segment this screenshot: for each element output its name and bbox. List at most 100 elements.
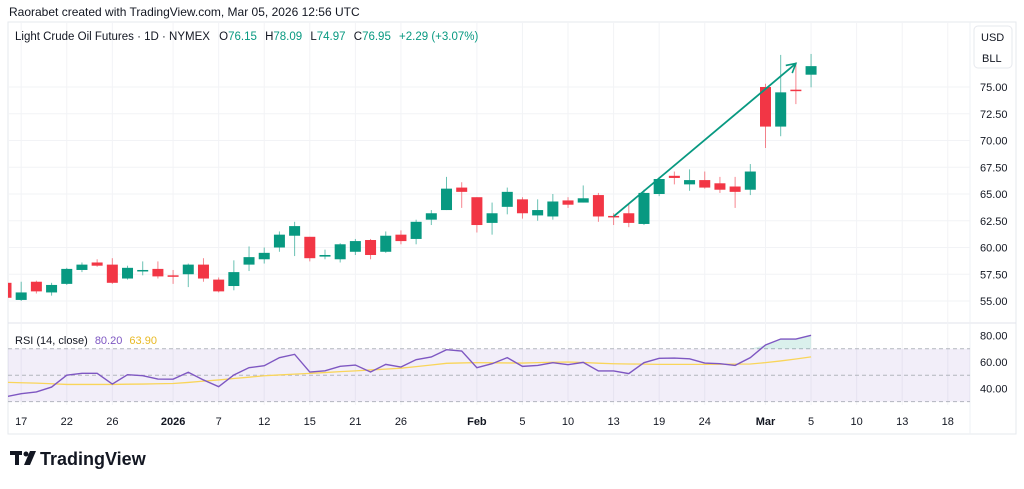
candle-body <box>213 279 225 292</box>
candle <box>30 280 42 294</box>
candle <box>547 194 559 220</box>
time-tick-label: 13 <box>607 416 619 428</box>
candle <box>653 176 665 197</box>
candle-body <box>197 264 209 279</box>
price-tick-label: 70.00 <box>980 136 1008 148</box>
time-tick-label: 24 <box>699 416 711 428</box>
candle-body <box>46 284 58 293</box>
candle-body <box>653 179 665 194</box>
time-tick-label: 2026 <box>161 416 185 428</box>
candle-body <box>501 191 513 207</box>
candle-body <box>486 213 498 223</box>
logo-text: TradingView <box>40 449 147 469</box>
time-tick-label: 15 <box>304 416 316 428</box>
candle-body <box>182 264 194 275</box>
candle-body <box>471 197 483 226</box>
candle-body <box>167 275 179 277</box>
candle-body <box>699 180 711 188</box>
rsi-pane <box>8 334 970 403</box>
candle-body <box>243 257 255 265</box>
candle <box>91 259 103 267</box>
candle-body <box>273 234 285 248</box>
candle-body <box>638 192 650 224</box>
time-axis[interactable]: 17 22 26 2026 7 12 15 21 26 Feb 5 10 13 19 24 Mar 5 10 13 1… <box>15 416 954 428</box>
candle-body <box>395 234 407 242</box>
candle-body <box>532 210 544 216</box>
time-tick-label: 18 <box>942 416 954 428</box>
rsi-label: RSI (14, close) <box>15 335 88 347</box>
candles <box>8 53 817 301</box>
candle-body <box>790 89 802 92</box>
candle-body <box>684 180 696 185</box>
candle <box>258 247 270 264</box>
candle-body <box>304 236 316 259</box>
time-tick-label: 13 <box>896 416 908 428</box>
candle <box>213 277 225 293</box>
candle-body <box>729 186 741 192</box>
candle-body <box>410 221 422 239</box>
price-tick-label: 75.00 <box>980 82 1008 94</box>
candle-body <box>106 264 118 283</box>
candle-body <box>608 215 620 218</box>
currency-box[interactable]: USD BLL <box>973 25 1013 69</box>
candle <box>380 231 392 253</box>
tradingview-logo-icon <box>10 451 36 465</box>
time-tick-label: 10 <box>562 416 574 428</box>
candle <box>304 236 316 262</box>
candle <box>152 261 164 279</box>
candle <box>122 265 134 280</box>
rsi-ma-line <box>8 356 812 386</box>
candle <box>228 260 240 291</box>
candle <box>441 176 453 211</box>
candle <box>243 246 255 272</box>
rsi-ma-value: 63.90 <box>129 335 157 347</box>
price-axis[interactable]: 75.00 72.50 70.00 67.50 65.00 62.50 60.00 57.50… <box>980 82 1008 308</box>
rsi-value: 80.20 <box>95 335 123 347</box>
low-value: 74.97 <box>317 31 346 43</box>
rsi-legend[interactable]: RSI (14, close) 80.20 63.90 <box>15 335 157 347</box>
candle-body <box>91 262 103 266</box>
candle <box>775 54 787 137</box>
candle <box>289 221 301 257</box>
candle <box>273 231 285 252</box>
candle-body <box>137 269 149 272</box>
candle <box>760 83 771 148</box>
candle-body <box>760 87 771 127</box>
symbol-name: Light Crude Oil Futures · 1D · NYMEX <box>15 31 210 43</box>
candle <box>425 210 437 226</box>
candle <box>46 282 58 296</box>
candle-body <box>349 241 361 252</box>
candle-body <box>441 188 453 211</box>
price-tick-label: 72.50 <box>980 109 1008 121</box>
candle <box>501 187 513 215</box>
candle <box>137 261 149 276</box>
candle-body <box>61 268 73 284</box>
time-tick-label: 22 <box>61 416 73 428</box>
candle <box>15 281 27 301</box>
rsi-band-fill <box>8 348 970 402</box>
symbol-legend[interactable]: Light Crude Oil Futures · 1D · NYMEX O76… <box>15 31 478 43</box>
candle <box>334 243 346 263</box>
candle <box>471 197 483 233</box>
tradingview-logo[interactable]: TradingView <box>10 449 147 469</box>
candle-body <box>122 267 134 279</box>
price-tick-label: 57.50 <box>980 269 1008 281</box>
candle <box>106 258 118 284</box>
close-value: 76.95 <box>362 31 391 43</box>
unit-label: BLL <box>982 53 1002 65</box>
candle-body <box>668 175 680 178</box>
candle-body <box>562 200 574 205</box>
candle-body <box>334 244 346 260</box>
candle-body <box>775 92 787 127</box>
candle <box>577 185 589 203</box>
candle <box>319 249 331 260</box>
candle-body <box>152 268 164 277</box>
price-tick-label: 55.00 <box>980 296 1008 308</box>
rsi-tick-label: 60.00 <box>980 357 1008 369</box>
candle <box>532 199 544 221</box>
candle <box>668 171 680 185</box>
time-tick-label: 21 <box>349 416 361 428</box>
rsi-axis[interactable]: 80.00 60.00 40.00 <box>980 331 1008 396</box>
time-tick-label: Feb <box>467 416 487 428</box>
